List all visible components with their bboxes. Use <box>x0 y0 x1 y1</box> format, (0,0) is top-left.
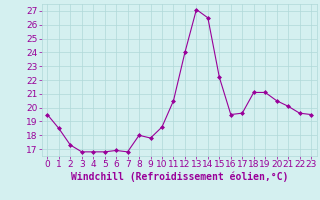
X-axis label: Windchill (Refroidissement éolien,°C): Windchill (Refroidissement éolien,°C) <box>70 172 288 182</box>
